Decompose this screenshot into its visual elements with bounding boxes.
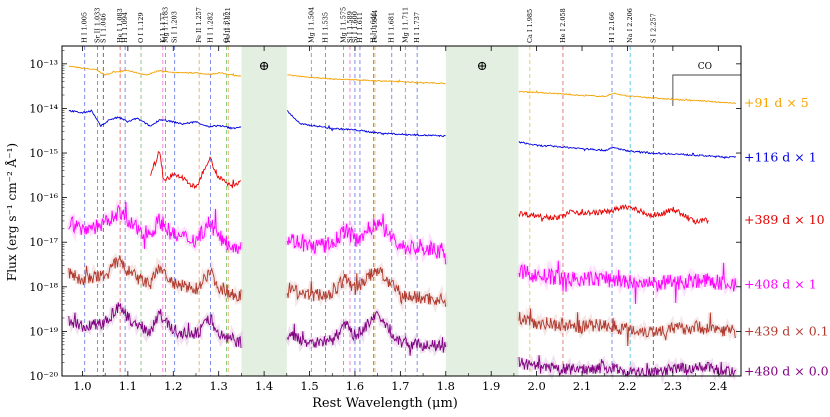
x-tick-label-2: 1.1: [119, 379, 137, 393]
line-marker-label-19: H I 1.611: [356, 12, 364, 43]
telluric-bands: ⊕ ⊕: [241, 46, 519, 376]
series-label-3: +389 d × 10: [744, 212, 825, 227]
line-marker-label-10: Fe II 1.257: [195, 7, 203, 43]
series-label-6: +480 d × 0.01: [744, 364, 830, 379]
series-line-4: [68, 201, 737, 304]
line-marker-label-9: Si I 1.203: [171, 11, 179, 43]
line-marker-label-15: H I 1.535: [321, 12, 329, 43]
x-tick-label-3: 1.2: [164, 379, 182, 393]
y-axis: 10⁻²⁰ 10⁻¹⁹ 10⁻¹⁸ 10⁻¹⁷ 10⁻¹⁶ 10⁻¹⁵ 10⁻¹⁴ 10⁻¹³: [29, 50, 741, 383]
series-label-4: +408 d × 1: [744, 277, 817, 292]
line-marker-label-25: Ca I 1.985: [526, 9, 534, 43]
x-tick-label-6: 1.5: [300, 379, 318, 393]
line-marker-label-17: Si I 1.589: [346, 11, 354, 43]
y-tick-label-4: 10⁻¹⁷: [29, 236, 58, 249]
line-marker-label-23: Mg I 1.711: [401, 7, 409, 43]
x-axis: 1.0 1.1 1.2 1.3 1.4 1.5 1.6 1.7 1.8 1.9 2.0 2.1 2.2 2…: [73, 46, 727, 393]
line-marker-label-24: H I 1.737: [413, 12, 421, 43]
co-band-label: CO: [698, 62, 712, 72]
line-marker-label-21: Fe I 1.644: [371, 10, 379, 43]
x-tick-label-8: 1.7: [391, 379, 409, 393]
series-label-2: +116 d × 1: [744, 149, 817, 164]
line-marker-label-5: H I 1.094: [121, 12, 129, 43]
x-tick-label-9: 1.8: [437, 379, 455, 393]
x-tick-label-11: 2.0: [527, 379, 545, 393]
y-axis-label: Flux (erg s⁻¹ cm⁻² Å⁻¹): [4, 143, 19, 281]
y-tick-label-2: 10⁻¹⁹: [29, 325, 58, 338]
line-marker-label-29: S I 2.257: [649, 13, 657, 43]
y-tick-label-7: 10⁻¹⁴: [29, 102, 58, 115]
series-line-1: [68, 65, 737, 104]
telluric-symbol-2: ⊕: [477, 59, 488, 74]
line-marker-label-4: He I 1.083: [116, 8, 124, 43]
line-marker-label-6: O I 1.129: [137, 12, 145, 43]
series-line-3: [150, 151, 709, 225]
series-line-2: [68, 109, 737, 160]
line-marker-label-28: Na I 2.206: [626, 8, 634, 43]
x-tick-label-10: 1.9: [482, 379, 500, 393]
line-marker-label-13: Fe II 1.321: [224, 7, 232, 43]
x-tick-label-14: 2.3: [664, 379, 682, 393]
line-marker-label-22: H I 1.681: [388, 12, 396, 43]
line-marker-label-2: Sr II 1.033: [93, 8, 101, 43]
x-tick-label-15: 2.4: [709, 379, 727, 393]
x-tick-label-4: 1.3: [210, 379, 228, 393]
line-marker-label-12: O I 1.317: [222, 12, 230, 43]
x-tick-label-12: 2.1: [573, 379, 591, 393]
y-tick-label-1: 10⁻²⁰: [29, 370, 58, 383]
line-marker-label-14: Mg I 1.504: [307, 7, 315, 43]
co-band-bracket: [672, 74, 741, 106]
line-marker-label-1: H I 1.005: [81, 12, 89, 43]
series-label-1: +91 d × 5: [744, 95, 809, 110]
x-tick-label-7: 1.6: [346, 379, 364, 393]
telluric-band-2: [445, 46, 519, 376]
line-marker-label-11: H I 1.282: [207, 12, 215, 43]
x-tick-label-13: 2.2: [618, 379, 636, 393]
telluric-symbol-1: ⊕: [259, 59, 270, 74]
line-marker-label-8: Mg I 1.183: [162, 7, 170, 43]
y-tick-label-5: 10⁻¹⁶: [29, 192, 58, 205]
line-marker-label-3: S I 1.046: [99, 13, 107, 43]
series-labels: +91 d × 5 +116 d × 1 +389 d × 10 +408 d × 1…: [744, 95, 830, 378]
x-tick-label-5: 1.4: [255, 379, 273, 393]
spectra-series: [66, 65, 739, 386]
x-axis-label: Rest Wavelength (μm): [312, 396, 458, 411]
series-band-6: [66, 301, 738, 386]
y-tick-label-8: 10⁻¹³: [29, 58, 58, 71]
line-marker-label-26: He I 2.058: [559, 8, 567, 43]
line-marker-label-20: H I 1.641: [370, 12, 378, 43]
line-marker-label-16: Mg I 1.575: [340, 7, 348, 43]
y-tick-label-6: 10⁻¹⁵: [29, 147, 58, 160]
telluric-band-1: [241, 46, 287, 376]
y-tick-label-3: 10⁻¹⁸: [29, 281, 58, 294]
series-line-5: [68, 255, 737, 347]
series-label-5: +439 d × 0.1: [744, 323, 829, 338]
line-marker-label-18: Si I 1.600: [351, 11, 359, 43]
line-marker-label-7: K I 1.177: [159, 13, 167, 43]
line-marker-label-27: H I 2.166: [608, 12, 616, 43]
x-tick-label-1: 1.0: [73, 379, 91, 393]
